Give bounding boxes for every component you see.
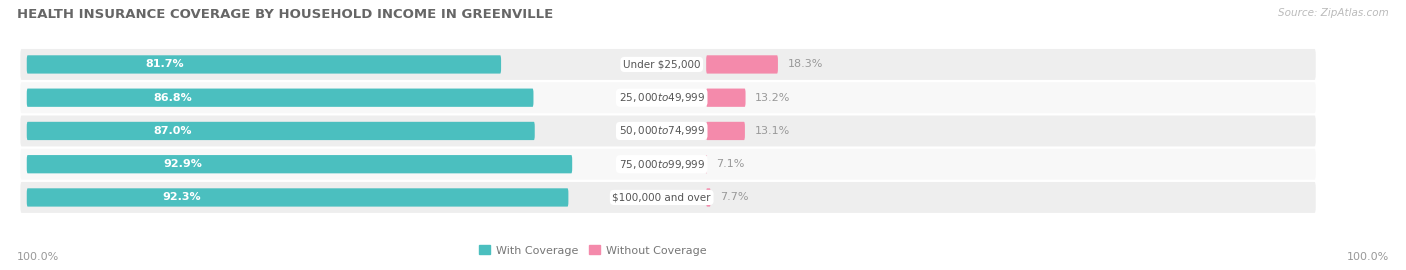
FancyBboxPatch shape — [27, 188, 568, 207]
FancyBboxPatch shape — [21, 149, 1316, 180]
Text: 100.0%: 100.0% — [1347, 252, 1389, 262]
Legend: With Coverage, Without Coverage: With Coverage, Without Coverage — [479, 245, 706, 256]
Text: $75,000 to $99,999: $75,000 to $99,999 — [619, 158, 704, 171]
Text: 92.9%: 92.9% — [163, 159, 202, 169]
Text: 13.1%: 13.1% — [755, 126, 790, 136]
FancyBboxPatch shape — [27, 122, 534, 140]
FancyBboxPatch shape — [21, 49, 1316, 80]
Text: 92.3%: 92.3% — [162, 193, 201, 202]
FancyBboxPatch shape — [27, 89, 533, 107]
FancyBboxPatch shape — [21, 182, 1316, 213]
FancyBboxPatch shape — [27, 55, 501, 74]
FancyBboxPatch shape — [706, 188, 710, 207]
Text: 100.0%: 100.0% — [17, 252, 59, 262]
FancyBboxPatch shape — [27, 155, 572, 173]
Text: Source: ZipAtlas.com: Source: ZipAtlas.com — [1278, 8, 1389, 18]
FancyBboxPatch shape — [21, 82, 1316, 113]
FancyBboxPatch shape — [706, 55, 778, 74]
Text: $25,000 to $49,999: $25,000 to $49,999 — [619, 91, 704, 104]
Text: Under $25,000: Under $25,000 — [623, 59, 700, 69]
Text: 81.7%: 81.7% — [145, 59, 184, 69]
Text: HEALTH INSURANCE COVERAGE BY HOUSEHOLD INCOME IN GREENVILLE: HEALTH INSURANCE COVERAGE BY HOUSEHOLD I… — [17, 8, 553, 21]
Text: 7.1%: 7.1% — [716, 159, 745, 169]
Text: 13.2%: 13.2% — [755, 93, 790, 103]
Text: $100,000 and over: $100,000 and over — [613, 193, 711, 202]
Text: $50,000 to $74,999: $50,000 to $74,999 — [619, 124, 704, 137]
Text: 86.8%: 86.8% — [153, 93, 193, 103]
Text: 7.7%: 7.7% — [720, 193, 748, 202]
Text: 87.0%: 87.0% — [153, 126, 193, 136]
FancyBboxPatch shape — [21, 116, 1316, 146]
FancyBboxPatch shape — [706, 89, 745, 107]
FancyBboxPatch shape — [706, 122, 745, 140]
Text: 18.3%: 18.3% — [787, 59, 823, 69]
